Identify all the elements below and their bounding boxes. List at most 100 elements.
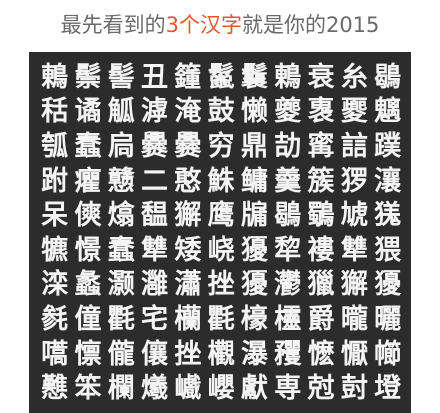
grid-character: 瀼 (374, 165, 402, 197)
grid-character: 鼎 (240, 130, 268, 162)
grid-character: 秳 (41, 96, 69, 128)
grid-character: 獬 (340, 269, 368, 301)
grid-character: 鳙 (240, 165, 268, 197)
grid-character: 峣 (207, 234, 235, 266)
grid-character: 鬃 (74, 61, 102, 93)
grid-character: 懒 (240, 96, 268, 128)
grid-character: 憬 (74, 234, 102, 266)
grid-character: 蹼 (374, 130, 402, 162)
grid-character: 欟 (207, 338, 235, 370)
grid-character: 獵 (307, 269, 335, 301)
grid-character: 鸀 (307, 200, 335, 232)
grid-character: 獇 (374, 200, 402, 232)
grid-character: 犥 (41, 234, 69, 266)
grid-character: 犨 (340, 234, 368, 266)
grid-character: 懡 (307, 338, 335, 370)
grid-character: 髻 (107, 61, 135, 93)
grid-character: 爵 (307, 303, 335, 335)
grid-character: 癯 (74, 165, 102, 197)
grid-character: 鬤 (240, 61, 268, 93)
grid-character: 魑 (374, 96, 402, 128)
grid-character: 馧 (141, 200, 169, 232)
grid-character: 爔 (141, 373, 169, 405)
grid-character: 獬 (174, 200, 202, 232)
grid-character: 僮 (74, 303, 102, 335)
grid-character: 灪 (274, 269, 302, 301)
grid-character: 滹 (141, 96, 169, 128)
grid-character: 鶡 (374, 61, 402, 93)
grid-character: 欄 (107, 373, 135, 405)
grid-character: 爨 (174, 130, 202, 162)
grid-character: 褢 (307, 96, 335, 128)
grid-character: 儴 (141, 338, 169, 370)
grid-character: 二 (141, 165, 169, 197)
grid-character: 戆 (107, 165, 135, 197)
grid-character: 戁 (41, 373, 69, 405)
grid-character: 懔 (74, 338, 102, 370)
grid-character: 曬 (374, 303, 402, 335)
grid-character: 跗 (41, 165, 69, 197)
grid-character: 巇 (174, 373, 202, 405)
grid-character: 尅 (307, 373, 335, 405)
grid-character: 劼 (274, 130, 302, 162)
grid-character: 觚 (107, 96, 135, 128)
grid-character: 鼓 (207, 96, 235, 128)
title-highlight: 3个汉字 (165, 13, 242, 37)
grid-character: 嚆 (41, 338, 69, 370)
grid-character: 専 (274, 373, 302, 405)
grid-character: 丑 (141, 61, 169, 93)
grid-character: 鶇 (41, 61, 69, 93)
grid-character: 鮢 (207, 165, 235, 197)
grid-character: 巊 (207, 373, 235, 405)
grid-character: 猡 (340, 165, 368, 197)
grid-character: 幯 (374, 338, 402, 370)
grid-character: 誩 (340, 130, 368, 162)
grid-character: 墱 (374, 373, 402, 405)
grid-character: 欗 (174, 303, 202, 335)
grid-character: 獶 (240, 234, 268, 266)
grid-character: 鹰 (207, 200, 235, 232)
grid-character: 儱 (107, 338, 135, 370)
grid-character: 瓠 (41, 130, 69, 162)
grid-character: 鬣 (207, 61, 235, 93)
title-tail: 就是你的2015 (241, 13, 380, 37)
grid-character: 檺 (240, 303, 268, 335)
grid-character: 瀑 (240, 338, 268, 370)
grid-character: 灉 (141, 269, 169, 301)
grid-character: 懨 (340, 338, 368, 370)
grid-character: 獶 (240, 269, 268, 301)
grid-character: 傸 (74, 200, 102, 232)
grid-character: 挫 (174, 338, 202, 370)
grid-character: 獻 (240, 373, 268, 405)
grid-character: 獶 (374, 269, 402, 301)
grid-character: 簇 (307, 165, 335, 197)
grid-character: 曨 (340, 303, 368, 335)
grid-character: 氍 (107, 303, 135, 335)
grid-character: 犨 (141, 234, 169, 266)
grid-character: 糸 (340, 61, 368, 93)
grid-character: 牖 (240, 200, 268, 232)
grid-character: 蠢 (107, 234, 135, 266)
grid-character: 寗 (307, 130, 335, 162)
grid-character: 扃 (107, 130, 135, 162)
grid-character: 夒 (340, 96, 368, 128)
grid-character: 矮 (174, 234, 202, 266)
grid-character: 挫 (207, 269, 235, 301)
title-lead: 最先看到的 (60, 13, 166, 37)
character-grid: 鶇鬃髻丑籦鬣鬤鶇衰糸鶡秳谲觚滹淹鼓懒夔褢夒魑瓠蠢扃爨爨穷鼎劼寗誩蹼跗癯戆二憨鮢鳙… (38, 60, 404, 406)
grid-character: 羹 (274, 165, 302, 197)
grid-character: 犂 (274, 234, 302, 266)
grid-character: 毵 (41, 303, 69, 335)
grid-character: 蠡 (74, 269, 102, 301)
grid-character: 矡 (274, 338, 302, 370)
grid-character: 瀟 (174, 269, 202, 301)
grid-character: 爨 (141, 130, 169, 162)
grid-character: 鶇 (274, 61, 302, 93)
grid-character: 滦 (41, 269, 69, 301)
grid-character: 穷 (207, 130, 235, 162)
character-board: 鶇鬃髻丑籦鬣鬤鶇衰糸鶡秳谲觚滹淹鼓懒夔褢夒魑瓠蠢扃爨爨穷鼎劼寗誩蹼跗癯戆二憨鮢鳙… (29, 52, 411, 413)
grid-character: 笨 (74, 373, 102, 405)
grid-character: 熻 (107, 200, 135, 232)
grid-character: 欞 (274, 303, 302, 335)
page-title: 最先看到的3个汉字就是你的2015 (0, 10, 440, 40)
